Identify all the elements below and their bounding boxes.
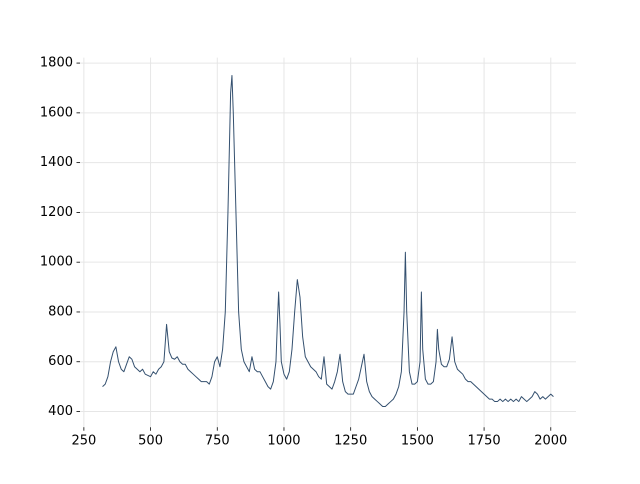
y-tick-label: 1000: [40, 255, 73, 270]
y-tick-label: 400: [48, 404, 73, 419]
x-tick-label: 1250: [334, 434, 367, 449]
x-tick-label: 250: [71, 434, 96, 449]
y-tick-label: 1800: [40, 56, 73, 71]
x-tick-label: 2000: [534, 434, 567, 449]
y-tick-label: 1600: [40, 105, 73, 120]
x-tick-label: 1000: [267, 434, 300, 449]
y-tick-label: 600: [48, 354, 73, 369]
y-tick-label: 800: [48, 304, 73, 319]
x-tick-label: 1750: [468, 434, 501, 449]
x-tick-label: 1500: [401, 434, 434, 449]
x-tick-label: 750: [205, 434, 230, 449]
y-tick-label: 1200: [40, 205, 73, 220]
data-line: [102, 75, 554, 408]
x-tick-label: 500: [138, 434, 163, 449]
y-tick-label: 1400: [40, 155, 73, 170]
